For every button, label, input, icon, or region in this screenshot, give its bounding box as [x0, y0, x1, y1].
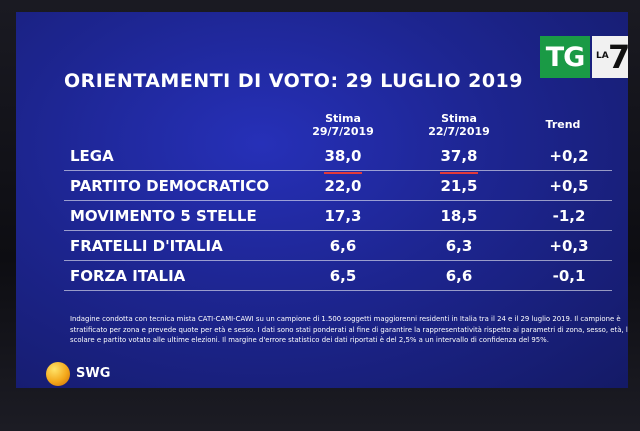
current-estimate: 6,6: [329, 237, 357, 255]
la7-logo-seven: 7: [608, 38, 628, 76]
page-title: ORIENTAMENTI DI VOTO: 29 LUGLIO 2019: [64, 70, 523, 92]
table-row: PARTITO DEMOCRATICO 22,0 21,5 +0,5: [64, 172, 612, 201]
methodology-line: Indagine condotta con tecnica mista CATI…: [70, 315, 621, 323]
party-name: PARTITO DEMOCRATICO: [70, 177, 270, 195]
swg-logo-text: SWG: [76, 366, 111, 381]
current-estimate: 17,3: [324, 207, 362, 225]
column-header-trend-line1: Trend: [545, 118, 581, 131]
current-estimate: 22,0: [324, 177, 362, 195]
tg-la7-logo: TG LA 7: [540, 36, 628, 78]
party-name: FRATELLI D'ITALIA: [70, 237, 223, 255]
previous-estimate: 6,3: [445, 237, 473, 255]
la7-logo-la: LA: [596, 51, 609, 61]
column-header-current-line1: Stima: [325, 112, 361, 125]
previous-estimate: 21,5: [440, 177, 478, 195]
trend-value: +0,3: [549, 237, 589, 255]
table-row: FORZA ITALIA 6,5 6,6 -0,1: [64, 262, 612, 291]
methodology-line: scolare e partito votato alle ultime ele…: [70, 336, 549, 345]
trend-value: -1,2: [552, 207, 586, 225]
column-header-previous-line1: Stima: [441, 112, 477, 125]
methodology-note: Indagine condotta con tecnica mista CATI…: [70, 314, 628, 346]
swg-globe-icon: [46, 362, 70, 386]
current-estimate: 6,5: [329, 267, 357, 285]
la7-logo: LA 7: [592, 36, 628, 78]
current-highlight-bar: [324, 172, 362, 174]
column-header-current-line2: 29/7/2019: [312, 125, 374, 138]
previous-estimate: 37,8: [440, 147, 478, 165]
current-estimate: 38,0: [324, 147, 362, 165]
column-header-current: Stima 29/7/2019: [298, 112, 388, 138]
previous-highlight-bar: [440, 172, 478, 174]
swg-logo: SWG: [46, 362, 126, 386]
column-header-previous-line2: 22/7/2019: [428, 125, 490, 138]
table-row: FRATELLI D'ITALIA 6,6 6,3 +0,3: [64, 232, 612, 261]
party-name: LEGA: [70, 147, 114, 165]
methodology-line: stratificato per zona e prevede quote pe…: [70, 325, 628, 334]
table-row: LEGA 38,0 37,8 +0,2: [64, 142, 612, 174]
trend-value: +0,5: [549, 177, 589, 195]
previous-estimate: 6,6: [445, 267, 473, 285]
trend-value: -0,1: [552, 267, 586, 285]
column-header-trend: Trend: [528, 118, 598, 131]
trend-value: +0,2: [549, 147, 589, 165]
table-row: MOVIMENTO 5 STELLE 17,3 18,5 -1,2: [64, 202, 612, 231]
broadcast-screen: TG LA 7 ORIENTAMENTI DI VOTO: 29 LUGLIO …: [16, 12, 628, 388]
column-header-previous: Stima 22/7/2019: [414, 112, 504, 138]
previous-estimate: 18,5: [440, 207, 478, 225]
tg-logo-text: TG: [540, 36, 590, 78]
party-name: FORZA ITALIA: [70, 267, 186, 285]
party-name: MOVIMENTO 5 STELLE: [70, 207, 257, 225]
